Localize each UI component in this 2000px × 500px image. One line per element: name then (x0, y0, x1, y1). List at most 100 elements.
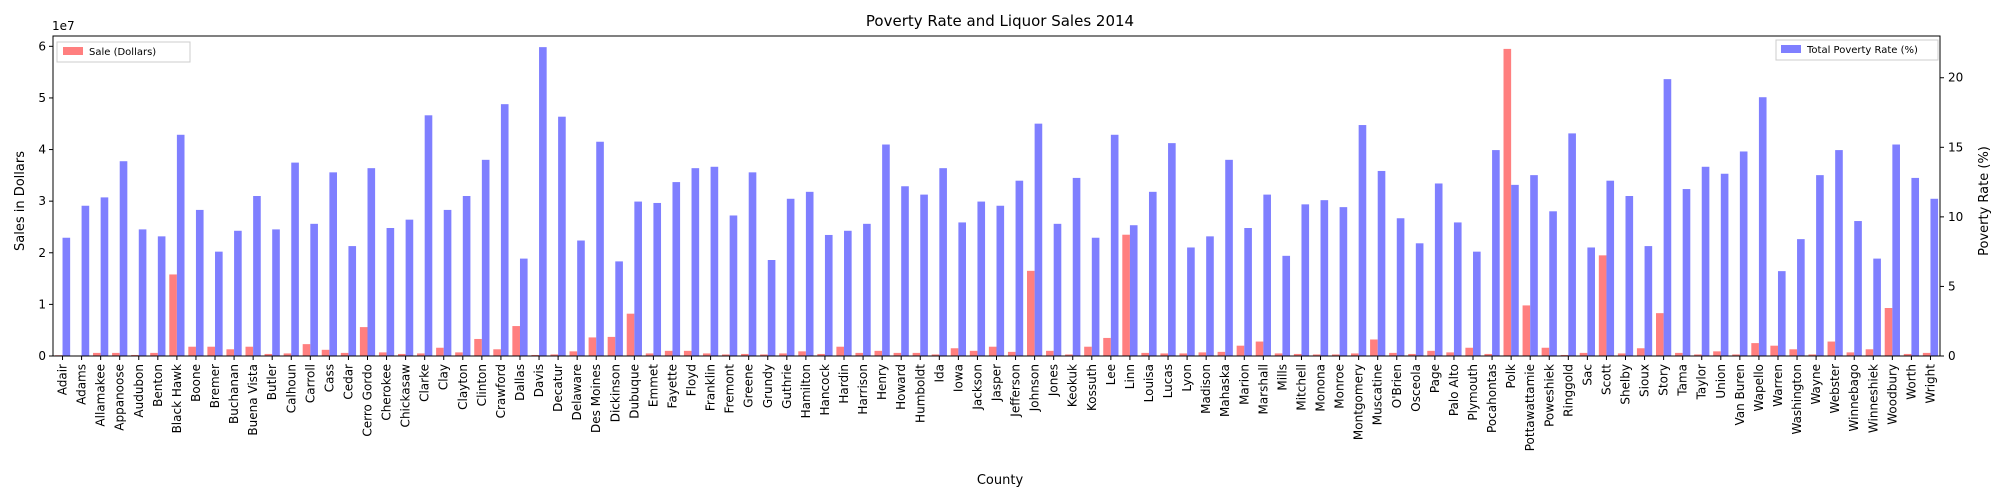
bar-sales (1236, 345, 1245, 356)
bar-sales (1446, 352, 1454, 356)
x-tick-label: Johnson (1028, 364, 1042, 412)
x-tick-label: Hamilton (799, 364, 813, 418)
x-tick-label: Calhoun (284, 364, 298, 413)
bar-poverty (1511, 184, 1519, 356)
bar-poverty (1244, 228, 1252, 356)
bar-poverty (1492, 150, 1500, 356)
bar-poverty (1396, 218, 1405, 356)
legend-sales-swatch (63, 47, 83, 55)
x-tick-label: Washington (1790, 364, 1804, 435)
y-tick-label-left: 4 (38, 143, 46, 157)
bar-sales (1675, 352, 1683, 356)
x-tick-label: Greene (742, 364, 756, 408)
bar-sales (131, 354, 139, 356)
bar-poverty (824, 234, 833, 356)
bar-sales (741, 353, 749, 356)
bar-sales (1808, 354, 1817, 356)
legend-sales-frame (56, 41, 191, 63)
bar-poverty (234, 230, 242, 356)
bar-sales (1370, 339, 1378, 356)
bar-poverty (100, 197, 109, 356)
x-tick-label: Davis (532, 364, 546, 397)
bar-poverty (1377, 170, 1386, 356)
x-tick-label: Poweshiek (1542, 364, 1556, 427)
bar-poverty (215, 251, 223, 356)
bar-poverty (462, 196, 471, 356)
legend-poverty: Total Poverty Rate (%) (1775, 39, 1939, 61)
bar-sales (836, 346, 845, 356)
bar-poverty (1758, 97, 1767, 356)
bar-sales (1846, 352, 1855, 356)
bar-poverty (844, 230, 852, 356)
y-axis-label-left: Sales in Dollars (13, 151, 28, 251)
bar-poverty (1644, 246, 1653, 356)
legend-poverty-frame (1775, 39, 1939, 61)
bar-poverty (1110, 134, 1119, 356)
bar-poverty (386, 228, 395, 356)
bar-poverty (119, 161, 128, 356)
x-tick-label: Wapello (1752, 364, 1766, 411)
bar-sales (722, 354, 730, 356)
x-tick-label: Kossuth (1085, 364, 1099, 411)
bar-sales (702, 353, 711, 356)
x-tick-label: Montgomery (1352, 364, 1366, 440)
y-tick-label-left: 1 (38, 297, 46, 311)
x-tick-label: O'Brien (1390, 364, 1404, 408)
x-tick-label: Wright (1923, 364, 1937, 404)
y-tick-label-left: 6 (38, 39, 46, 53)
bar-sales (150, 352, 158, 356)
x-tick-label: Mills (1275, 364, 1289, 391)
bar-poverty (519, 258, 528, 356)
bar-sales (1293, 353, 1302, 356)
bar-sales (1732, 354, 1740, 356)
bar-poverty (1663, 79, 1672, 356)
bar-sales (1560, 354, 1569, 356)
x-tick-label: Delaware (570, 364, 584, 421)
x-tick-label: Dubuque (627, 364, 641, 419)
bar-poverty (710, 166, 719, 356)
bar-poverty (939, 168, 947, 356)
bar-sales (855, 352, 864, 356)
bar-sales (1122, 234, 1130, 356)
bar-poverty (253, 196, 261, 356)
bar-poverty (157, 236, 166, 356)
x-tick-label: Lee (1104, 364, 1118, 385)
bar-poverty (596, 141, 604, 356)
bar-poverty (1911, 177, 1920, 356)
bar-sales (1827, 341, 1836, 356)
bar-poverty (653, 202, 662, 356)
x-tick-label: Cass (322, 364, 336, 392)
x-tick-label: Union (1714, 364, 1728, 399)
bar-poverty (1129, 225, 1138, 356)
bar-poverty (729, 215, 738, 356)
bar-sales (531, 354, 540, 356)
bar-poverty (1453, 222, 1462, 356)
bar-poverty (1701, 166, 1710, 356)
bar-sales (474, 338, 482, 356)
x-tick-label: Dickinson (608, 364, 622, 422)
x-tick-label: Lucas (1161, 364, 1175, 398)
bar-sales (1922, 352, 1931, 356)
bar-poverty (1739, 151, 1748, 356)
bar-poverty (138, 229, 147, 356)
bar-sales (1408, 353, 1416, 356)
x-tick-label: Sioux (1638, 364, 1652, 397)
bar-sales (1084, 346, 1092, 356)
x-tick-label: Van Buren (1733, 364, 1747, 426)
bar-sales (1636, 348, 1645, 356)
bar-sales (264, 353, 273, 356)
bar-sales (417, 353, 425, 356)
bar-poverty (786, 198, 795, 356)
bar-poverty (1873, 258, 1881, 356)
bar-poverty (1434, 183, 1443, 356)
x-tick-label: Boone (189, 364, 203, 402)
bar-sales (359, 327, 368, 356)
bar-poverty (1797, 239, 1805, 356)
x-tick-label: Buchanan (227, 364, 241, 424)
x-tick-label: Iowa (951, 364, 965, 392)
x-tick-label: Linn (1123, 364, 1137, 389)
bar-poverty (310, 223, 318, 356)
bar-sales (302, 344, 311, 356)
x-tick-label: Benton (151, 364, 165, 407)
